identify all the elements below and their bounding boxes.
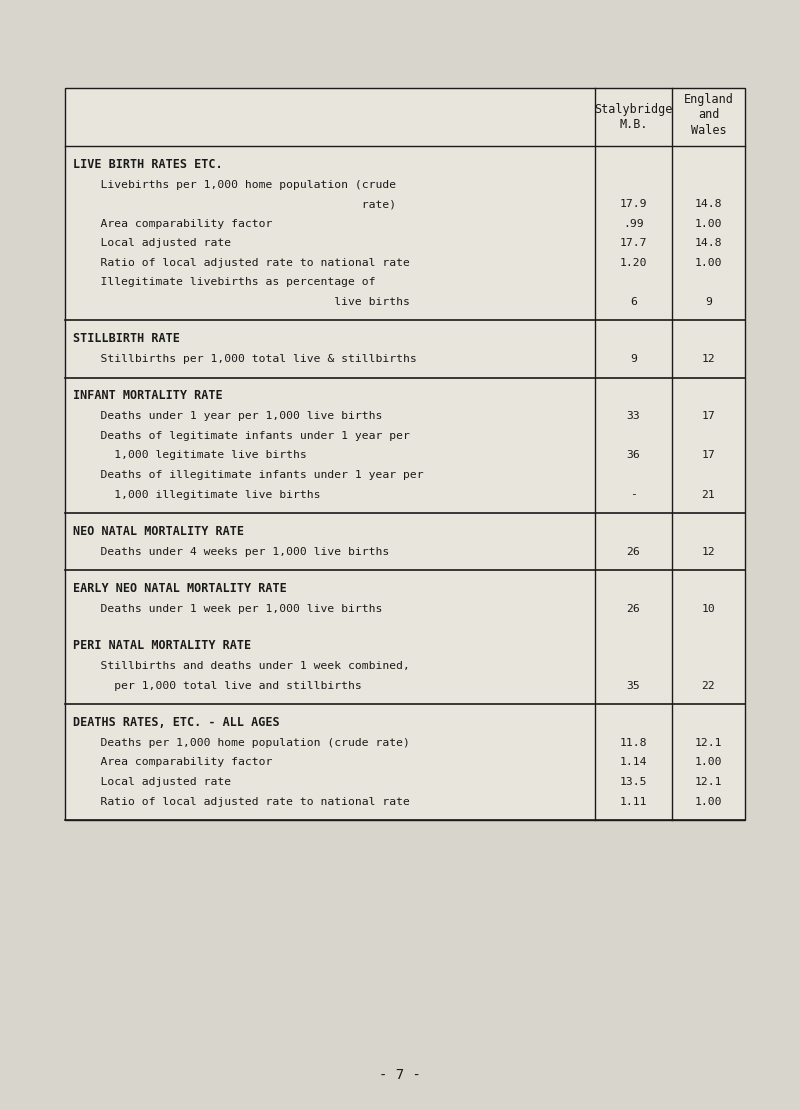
Text: Deaths under 1 week per 1,000 live births: Deaths under 1 week per 1,000 live birth…	[73, 604, 382, 614]
Text: Deaths under 1 year per 1,000 live births: Deaths under 1 year per 1,000 live birth…	[73, 412, 382, 422]
Text: Ratio of local adjusted rate to national rate: Ratio of local adjusted rate to national…	[73, 258, 410, 268]
Text: 9: 9	[705, 297, 712, 307]
Text: per 1,000 total live and stillbirths: per 1,000 total live and stillbirths	[73, 680, 362, 690]
Text: EARLY NEO NATAL MORTALITY RATE: EARLY NEO NATAL MORTALITY RATE	[73, 582, 286, 595]
Text: DEATHS RATES, ETC. - ALL AGES: DEATHS RATES, ETC. - ALL AGES	[73, 716, 280, 729]
Text: Stalybridge
M.B.: Stalybridge M.B.	[594, 103, 673, 131]
Text: 9: 9	[630, 354, 637, 364]
Text: 13.5: 13.5	[620, 777, 647, 787]
Text: LIVE BIRTH RATES ETC.: LIVE BIRTH RATES ETC.	[73, 158, 222, 171]
Text: Livebirths per 1,000 home population (crude: Livebirths per 1,000 home population (cr…	[73, 180, 396, 190]
Text: rate): rate)	[73, 200, 396, 210]
Text: 26: 26	[626, 547, 640, 557]
Text: Deaths of legitimate infants under 1 year per: Deaths of legitimate infants under 1 yea…	[73, 431, 410, 441]
Text: 22: 22	[702, 680, 715, 690]
Text: Ratio of local adjusted rate to national rate: Ratio of local adjusted rate to national…	[73, 797, 410, 807]
Text: Illegitimate livebirths as percentage of: Illegitimate livebirths as percentage of	[73, 278, 375, 287]
Text: 26: 26	[626, 604, 640, 614]
Text: INFANT MORTALITY RATE: INFANT MORTALITY RATE	[73, 390, 222, 402]
Text: Area comparability factor: Area comparability factor	[73, 757, 272, 767]
Text: STILLBIRTH RATE: STILLBIRTH RATE	[73, 332, 180, 345]
Text: 21: 21	[702, 490, 715, 500]
Bar	[65, 88, 745, 820]
Text: 1.00: 1.00	[694, 757, 722, 767]
Text: 35: 35	[626, 680, 640, 690]
Text: 36: 36	[626, 451, 640, 461]
Text: - 7 -: - 7 -	[379, 1068, 421, 1082]
Text: 11.8: 11.8	[620, 738, 647, 748]
Text: Deaths of illegitimate infants under 1 year per: Deaths of illegitimate infants under 1 y…	[73, 470, 424, 480]
Text: 14.8: 14.8	[694, 200, 722, 210]
Text: England
and
Wales: England and Wales	[683, 93, 734, 137]
Text: live births: live births	[73, 297, 410, 307]
Text: 1.11: 1.11	[620, 797, 647, 807]
Text: 10: 10	[702, 604, 715, 614]
Text: Area comparability factor: Area comparability factor	[73, 219, 272, 229]
Text: 17: 17	[702, 412, 715, 422]
Text: -: -	[630, 490, 637, 500]
Text: 1.00: 1.00	[694, 219, 722, 229]
Text: 1.14: 1.14	[620, 757, 647, 767]
Text: 12.1: 12.1	[694, 777, 722, 787]
Text: NEO NATAL MORTALITY RATE: NEO NATAL MORTALITY RATE	[73, 525, 244, 537]
Text: 1,000 illegitimate live births: 1,000 illegitimate live births	[73, 490, 321, 500]
Text: Local adjusted rate: Local adjusted rate	[73, 239, 231, 249]
Text: Deaths under 4 weeks per 1,000 live births: Deaths under 4 weeks per 1,000 live birt…	[73, 547, 390, 557]
Text: Stillbirths per 1,000 total live & stillbirths: Stillbirths per 1,000 total live & still…	[73, 354, 417, 364]
Text: .99: .99	[623, 219, 644, 229]
Text: 12: 12	[702, 354, 715, 364]
Text: 12: 12	[702, 547, 715, 557]
Text: 12.1: 12.1	[694, 738, 722, 748]
Text: 14.8: 14.8	[694, 239, 722, 249]
Text: 1.00: 1.00	[694, 797, 722, 807]
Text: Deaths per 1,000 home population (crude rate): Deaths per 1,000 home population (crude …	[73, 738, 410, 748]
Text: 1.20: 1.20	[620, 258, 647, 268]
Text: 1,000 legitimate live births: 1,000 legitimate live births	[73, 451, 306, 461]
Text: 17.9: 17.9	[620, 200, 647, 210]
Text: Local adjusted rate: Local adjusted rate	[73, 777, 231, 787]
Text: 17: 17	[702, 451, 715, 461]
Text: PERI NATAL MORTALITY RATE: PERI NATAL MORTALITY RATE	[73, 639, 251, 652]
Text: 6: 6	[630, 297, 637, 307]
Text: 17.7: 17.7	[620, 239, 647, 249]
Text: Stillbirths and deaths under 1 week combined,: Stillbirths and deaths under 1 week comb…	[73, 662, 410, 672]
Text: 1.00: 1.00	[694, 258, 722, 268]
Text: 33: 33	[626, 412, 640, 422]
